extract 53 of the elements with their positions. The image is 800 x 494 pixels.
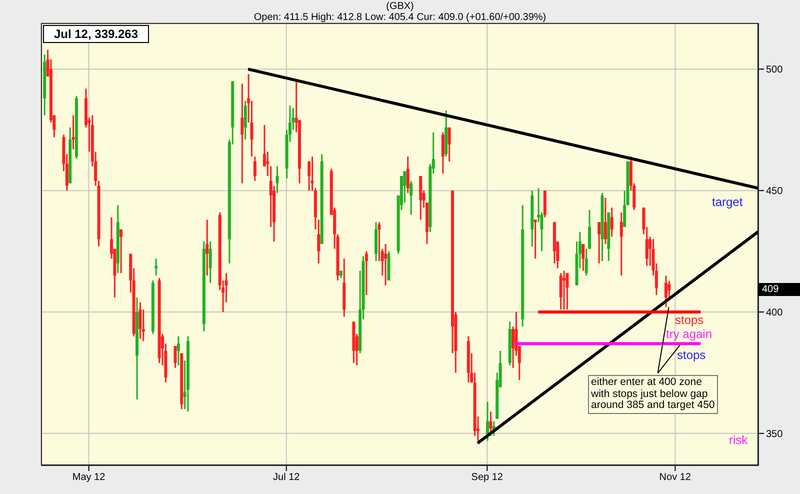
candlestick <box>598 221 601 264</box>
candlestick <box>120 228 123 274</box>
x-tick-label: Nov 12 <box>659 472 692 484</box>
candlestick <box>664 274 668 308</box>
candlestick <box>559 272 562 310</box>
candlestick <box>244 100 247 140</box>
x-tick-label: Sep 12 <box>471 472 504 484</box>
annotation: try again <box>666 327 712 341</box>
x-tick-label: May 12 <box>72 472 106 484</box>
candlestick <box>308 160 311 192</box>
chart-title: (GBX) <box>385 1 415 12</box>
annotation: target <box>712 195 743 209</box>
candlestick <box>588 209 592 250</box>
candlestick <box>448 126 451 162</box>
annotation: stops <box>677 348 706 362</box>
y-tick-label: 450 <box>766 186 784 198</box>
candlestick <box>441 132 444 174</box>
candlestick <box>584 248 588 276</box>
annotation: Jul 12, 339.263 <box>43 25 149 43</box>
candlestick <box>406 156 410 194</box>
candlestick <box>138 302 142 340</box>
candlestick <box>582 243 585 272</box>
y-tick-label: 500 <box>766 64 784 76</box>
candlestick <box>317 218 320 264</box>
candlestick <box>384 243 388 286</box>
candlestick <box>364 250 368 296</box>
chart-subtitle: Open: 411.5 High: 412.8 Low: 405.4 Cur: 409.0 (+01.60/+00.39%) <box>252 12 548 23</box>
candlestick <box>240 82 244 184</box>
y-tick-label: 350 <box>766 428 784 440</box>
candlestick <box>668 280 671 300</box>
text: 409 <box>758 283 800 296</box>
candlestick <box>534 218 537 260</box>
candlestick <box>276 166 279 194</box>
candlestick <box>410 180 413 216</box>
candlestick <box>566 272 569 310</box>
candlestick <box>562 270 566 310</box>
candlestick <box>208 240 212 284</box>
candlestick <box>604 197 607 245</box>
candlestick <box>154 258 158 276</box>
candlestick <box>72 114 75 150</box>
candlestick <box>489 410 492 437</box>
x-tick-label: Jul 12 <box>273 472 300 484</box>
candlestick <box>174 345 177 369</box>
candlestick <box>176 336 180 366</box>
candlestick <box>620 212 623 276</box>
y-tick-label: 400 <box>766 308 784 319</box>
candlestick <box>253 156 256 182</box>
candlestick <box>206 218 209 276</box>
annotation: risk <box>729 433 748 447</box>
candlestick <box>610 206 614 238</box>
annotation: stops <box>675 313 704 327</box>
annotation: either enter at 400 zone with stops just below gap around 385 and target 450 <box>588 375 718 414</box>
candlestick <box>403 170 406 204</box>
